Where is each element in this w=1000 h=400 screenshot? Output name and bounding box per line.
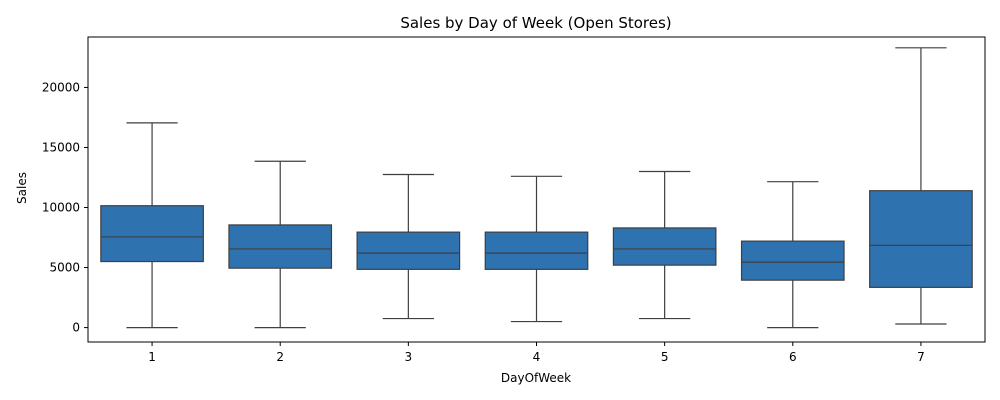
axes-frame	[87, 36, 986, 343]
y-tick-label: 20000	[42, 80, 80, 94]
box-group-4	[484, 175, 589, 323]
y-tick-label: 0	[72, 321, 80, 335]
iqr-box	[484, 231, 589, 270]
box-group-6	[740, 181, 845, 329]
x-tick-label: 6	[789, 350, 797, 364]
iqr-box	[356, 231, 461, 270]
x-tick-label: 1	[148, 350, 156, 364]
y-axis-label: Sales	[15, 172, 29, 204]
box-group-3	[356, 173, 461, 320]
x-tick-label: 2	[276, 350, 284, 364]
chart-title: Sales by Day of Week (Open Stores)	[400, 14, 671, 32]
plot-area	[100, 47, 973, 329]
iqr-box	[869, 190, 973, 288]
box-group-5	[612, 170, 717, 320]
y-axis: 0 5000 10000 15000 20000	[42, 80, 88, 335]
iqr-box	[228, 224, 333, 269]
iqr-box	[100, 205, 204, 263]
y-tick-label: 10000	[42, 201, 80, 215]
x-tick-label: 5	[661, 350, 669, 364]
box-group-7	[869, 47, 973, 325]
box-group-2	[228, 160, 333, 329]
x-tick-label: 7	[917, 350, 925, 364]
y-tick-label: 5000	[49, 261, 80, 275]
x-tick-label: 4	[533, 350, 541, 364]
iqr-box	[740, 240, 845, 281]
iqr-box	[612, 227, 717, 266]
box-group-1	[100, 122, 204, 329]
x-tick-label: 3	[405, 350, 413, 364]
x-axis-label: DayOfWeek	[501, 371, 571, 385]
x-axis: 1 2 3 4 5 6 7	[148, 342, 925, 364]
y-tick-label: 15000	[42, 140, 80, 154]
